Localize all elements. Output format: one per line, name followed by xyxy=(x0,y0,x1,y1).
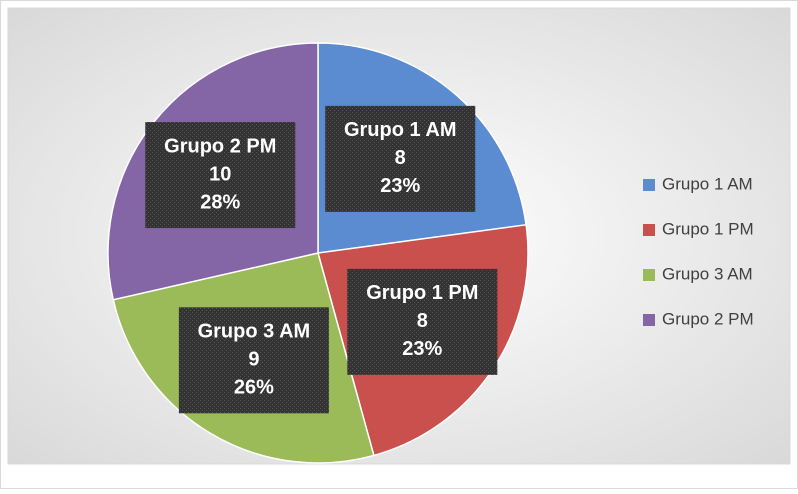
data-label-value: 8 xyxy=(417,310,428,332)
data-label-category: Grupo 1 AM xyxy=(344,119,457,141)
data-label-value: 9 xyxy=(248,349,259,371)
data-label: Grupo 1 AM 8 23% xyxy=(325,105,476,212)
data-label: Grupo 1 PM 8 23% xyxy=(347,268,498,375)
data-label-percent: 28% xyxy=(200,191,240,213)
legend-swatch xyxy=(643,179,655,191)
legend-label: Grupo 3 AM xyxy=(662,264,753,283)
data-label-value: 10 xyxy=(209,163,231,185)
legend-label: Grupo 1 AM xyxy=(662,174,753,193)
legend-swatch xyxy=(643,269,655,281)
data-label-box xyxy=(325,105,476,212)
data-label-percent: 23% xyxy=(380,175,420,197)
data-label-percent: 26% xyxy=(234,377,274,399)
data-label-box xyxy=(145,122,296,229)
data-label-box xyxy=(178,307,329,414)
data-label: Grupo 3 AM 9 26% xyxy=(178,307,329,414)
data-label-category: Grupo 3 AM xyxy=(198,321,311,343)
data-label-box xyxy=(347,268,498,375)
legend-swatch xyxy=(643,314,655,326)
data-label-category: Grupo 1 PM xyxy=(366,282,478,304)
legend-swatch xyxy=(643,224,655,236)
data-label-percent: 23% xyxy=(402,338,442,360)
data-label-value: 8 xyxy=(395,147,406,169)
legend-label: Grupo 1 PM xyxy=(662,219,754,238)
legend-label: Grupo 2 PM xyxy=(662,309,754,328)
data-label: Grupo 2 PM 10 28% xyxy=(145,122,296,229)
data-label-category: Grupo 2 PM xyxy=(164,135,276,157)
